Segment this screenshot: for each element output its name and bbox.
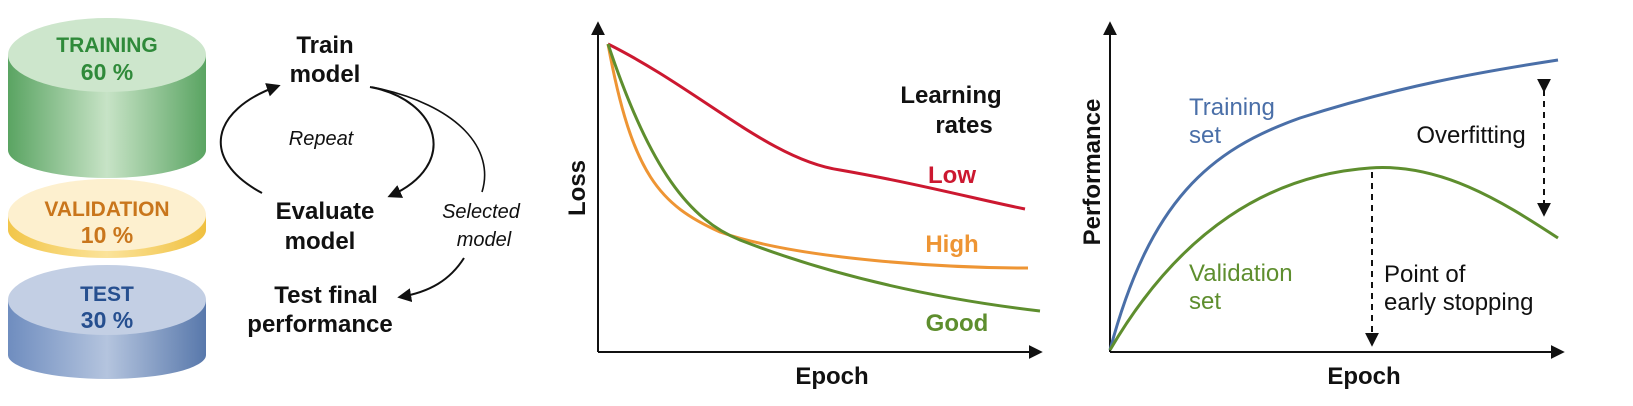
series-label-high: High bbox=[925, 231, 978, 258]
cycle-diagram: Train model Repeat Evaluate model Select… bbox=[219, 32, 521, 338]
validation-label: VALIDATION bbox=[44, 198, 169, 221]
repeat-label: Repeat bbox=[289, 128, 355, 150]
early-stopping-label-line2: early stopping bbox=[1384, 289, 1533, 316]
perf-x-label: Epoch bbox=[1327, 363, 1400, 390]
training-percent: 60 % bbox=[81, 59, 133, 85]
early-stopping-label-line1: Point of bbox=[1384, 261, 1466, 288]
performance-chart: Performance Epoch Training set Validatio… bbox=[1079, 21, 1565, 390]
validation-set-label-line1: Validation bbox=[1189, 260, 1293, 287]
training-label: TRAINING bbox=[56, 34, 158, 57]
loss-x-label: Epoch bbox=[795, 363, 868, 390]
train-model-line1: Train bbox=[296, 32, 353, 59]
series-line-good bbox=[606, 43, 1041, 313]
train-to-evaluate-arrow bbox=[369, 86, 435, 198]
validation-set-label-line2: set bbox=[1189, 288, 1221, 315]
series-line-high bbox=[606, 43, 1029, 270]
series-line-validation-set bbox=[1108, 166, 1559, 351]
learning-rates-title-line2: rates bbox=[935, 112, 992, 139]
perf-y-label: Performance bbox=[1079, 99, 1106, 246]
repeat-arrow-up bbox=[219, 83, 281, 194]
selected-model-line2: model bbox=[457, 229, 512, 251]
selected-model-arrow-bottom bbox=[397, 257, 465, 303]
series-line-training-set bbox=[1108, 58, 1559, 351]
overfitting-label: Overfitting bbox=[1416, 122, 1525, 149]
validation-cylinder: VALIDATION 10 % bbox=[8, 179, 206, 258]
evaluate-model-line1: Evaluate bbox=[276, 198, 375, 225]
train-model-line2: model bbox=[290, 61, 361, 88]
series-line-low bbox=[607, 42, 1026, 211]
loss-y-label: Loss bbox=[564, 160, 591, 216]
evaluate-model-line2: model bbox=[285, 228, 356, 255]
series-label-low: Low bbox=[928, 162, 976, 189]
test-final-line2: performance bbox=[247, 311, 392, 338]
series-label-good: Good bbox=[926, 310, 989, 337]
learning-rates-title-line1: Learning bbox=[900, 82, 1001, 109]
validation-percent: 10 % bbox=[81, 222, 133, 248]
selected-model-line1: Selected bbox=[442, 201, 521, 223]
test-percent: 30 % bbox=[81, 307, 133, 333]
test-label: TEST bbox=[80, 283, 134, 306]
loss-chart: Loss Epoch Learning rates Low High Good bbox=[564, 21, 1043, 390]
test-cylinder: TEST 30 % bbox=[8, 265, 206, 379]
selected-model-arrow-top bbox=[371, 86, 486, 193]
training-cylinder: TRAINING 60 % bbox=[8, 18, 206, 178]
test-final-line1: Test final bbox=[274, 282, 378, 309]
training-set-label-line1: Training bbox=[1189, 94, 1275, 121]
training-set-label-line2: set bbox=[1189, 122, 1221, 149]
